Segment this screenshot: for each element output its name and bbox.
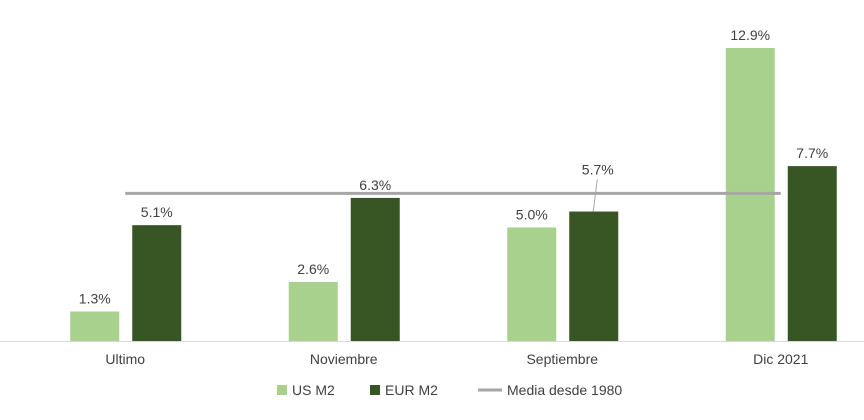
legend-swatch-eur-m2	[370, 385, 380, 395]
legend-label-us-m2: US M2	[292, 382, 335, 398]
data-label: 5.7%	[582, 162, 614, 178]
bar-us-m2-1	[288, 281, 338, 341]
x-tick-label: Noviembre	[310, 351, 378, 367]
bar-us-m2-0	[70, 311, 120, 341]
data-label: 6.3%	[359, 177, 391, 193]
data-label-leader-line	[592, 179, 598, 212]
bar-us-m2-2	[507, 227, 557, 341]
bar-eur-m2-3	[787, 166, 837, 341]
data-label: 7.7%	[796, 145, 828, 161]
data-label: 12.9%	[730, 27, 770, 43]
x-tick-label: Dic 2021	[753, 351, 808, 367]
data-label: 5.1%	[141, 204, 173, 220]
bar-eur-m2-2	[569, 211, 619, 341]
legend-label-media: Media desde 1980	[507, 382, 622, 398]
x-tick-label: Septiembre	[526, 351, 598, 367]
data-label: 5.0%	[516, 206, 548, 222]
legend-swatch-us-m2	[277, 385, 287, 395]
data-label: 1.3%	[79, 290, 111, 306]
legend-label-eur-m2: EUR M2	[385, 382, 438, 398]
bar-eur-m2-0	[132, 225, 182, 341]
bar-eur-m2-1	[350, 197, 400, 341]
data-label: 2.6%	[297, 261, 329, 277]
x-tick-label: Ultimo	[105, 351, 145, 367]
